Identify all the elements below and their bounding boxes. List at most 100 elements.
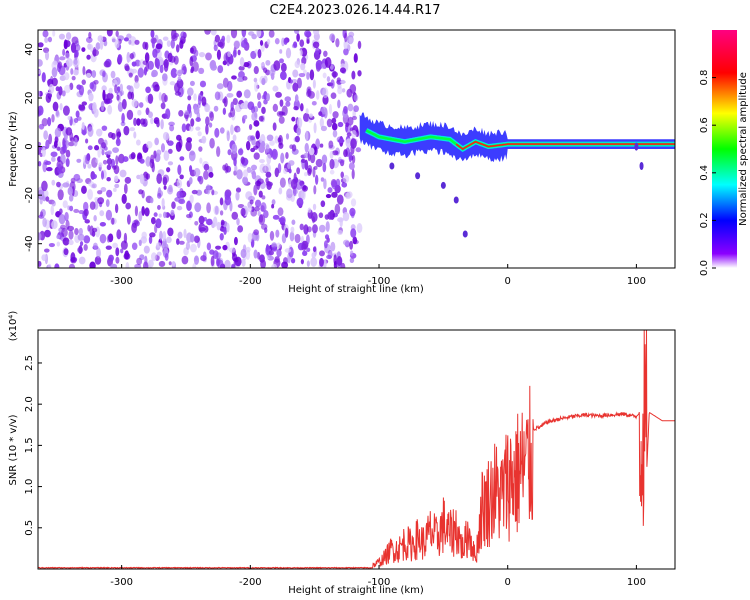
noise-speckle (222, 98, 227, 104)
noise-speckle (144, 52, 150, 63)
noise-speckle (156, 242, 162, 248)
noise-speckle (189, 194, 194, 204)
noise-speckle (303, 112, 310, 122)
noise-speckle (201, 135, 207, 144)
noise-speckle (41, 180, 48, 192)
noise-speckle (130, 152, 136, 160)
noise-speckle (47, 117, 52, 127)
noise-speckle (224, 259, 231, 268)
noise-speckle (165, 108, 171, 120)
noise-speckle (348, 162, 355, 170)
noise-speckle (167, 140, 174, 146)
noise-speckle (208, 122, 213, 128)
noise-speckle (271, 246, 278, 252)
noise-speckle (100, 101, 105, 112)
noise-speckle (57, 61, 63, 69)
noise-speckle (233, 236, 238, 246)
noise-speckle (219, 127, 225, 134)
branch-blob (453, 196, 459, 204)
noise-speckle (153, 212, 158, 217)
noise-speckle (309, 113, 313, 118)
noise-speckle (114, 175, 119, 183)
noise-speckle (332, 111, 339, 119)
snr-y-tick-label: 2.5 (24, 355, 35, 371)
noise-speckle (274, 135, 279, 144)
noise-speckle (93, 215, 97, 222)
noise-speckle (98, 162, 103, 168)
noise-speckle (266, 153, 272, 165)
noise-speckle (261, 106, 266, 115)
noise-speckle (99, 221, 107, 227)
noise-speckle (101, 149, 105, 156)
noise-speckle (125, 202, 132, 210)
noise-speckle (217, 259, 224, 268)
noise-speckle (127, 57, 132, 62)
noise-speckle (46, 166, 53, 172)
snr-x-tick-label: -300 (110, 577, 133, 588)
noise-speckle (226, 222, 230, 233)
noise-speckle (67, 116, 71, 121)
noise-speckle (279, 71, 287, 81)
noise-speckle (151, 69, 158, 78)
noise-speckle (242, 76, 248, 81)
noise-speckle (38, 69, 42, 74)
snr-y-label: SNR (10 * v/v) (8, 414, 19, 485)
noise-speckle (51, 67, 58, 78)
noise-speckle (87, 126, 94, 137)
noise-speckle (121, 112, 125, 124)
noise-speckle (149, 232, 156, 238)
noise-speckle (121, 98, 127, 110)
noise-speckle (277, 137, 282, 143)
noise-speckle (83, 235, 91, 244)
noise-speckle (119, 169, 127, 178)
noise-speckle (102, 70, 106, 78)
noise-speckle (78, 227, 83, 236)
noise-speckle (237, 127, 241, 133)
noise-speckle (115, 155, 119, 166)
noise-speckle (299, 49, 303, 57)
noise-speckle (269, 230, 275, 241)
noise-speckle (51, 156, 56, 162)
noise-speckle (284, 96, 292, 103)
noise-speckle (150, 30, 155, 38)
noise-speckle (41, 117, 48, 127)
noise-speckle (229, 107, 236, 118)
noise-speckle (48, 93, 53, 98)
noise-speckle (190, 118, 195, 127)
noise-speckle (271, 263, 278, 268)
noise-speckle (280, 152, 285, 164)
noise-speckle (171, 261, 176, 267)
noise-speckle (342, 174, 350, 184)
noise-speckle (304, 142, 309, 153)
noise-speckle (94, 256, 102, 265)
noise-speckle (70, 68, 74, 75)
noise-speckle (51, 220, 58, 230)
noise-speckle (158, 213, 162, 218)
noise-speckle (92, 49, 99, 57)
noise-speckle (156, 120, 160, 128)
noise-speckle (213, 44, 218, 52)
colorbar-tick-label: 0.8 (699, 70, 710, 86)
noise-speckle (323, 240, 328, 249)
noise-speckle (44, 37, 49, 43)
noise-speckle (94, 145, 100, 151)
noise-speckle (106, 30, 113, 37)
noise-speckle (113, 187, 117, 193)
branch-blob (462, 230, 468, 238)
noise-speckle (223, 226, 227, 235)
noise-speckle (344, 32, 348, 43)
noise-speckle (329, 169, 335, 175)
noise-speckle (188, 177, 193, 185)
noise-speckle (50, 151, 58, 157)
snr-y-tick-label: 2.0 (24, 396, 35, 412)
noise-speckle (236, 90, 243, 98)
signal-track-outer (359, 112, 675, 163)
noise-speckle (319, 143, 324, 148)
noise-speckle (226, 130, 230, 142)
noise-speckle (105, 209, 113, 221)
noise-speckle (74, 227, 79, 236)
noise-speckle (136, 257, 143, 266)
noise-speckle (267, 181, 271, 186)
noise-speckle (162, 36, 169, 41)
noise-speckle (62, 237, 70, 246)
